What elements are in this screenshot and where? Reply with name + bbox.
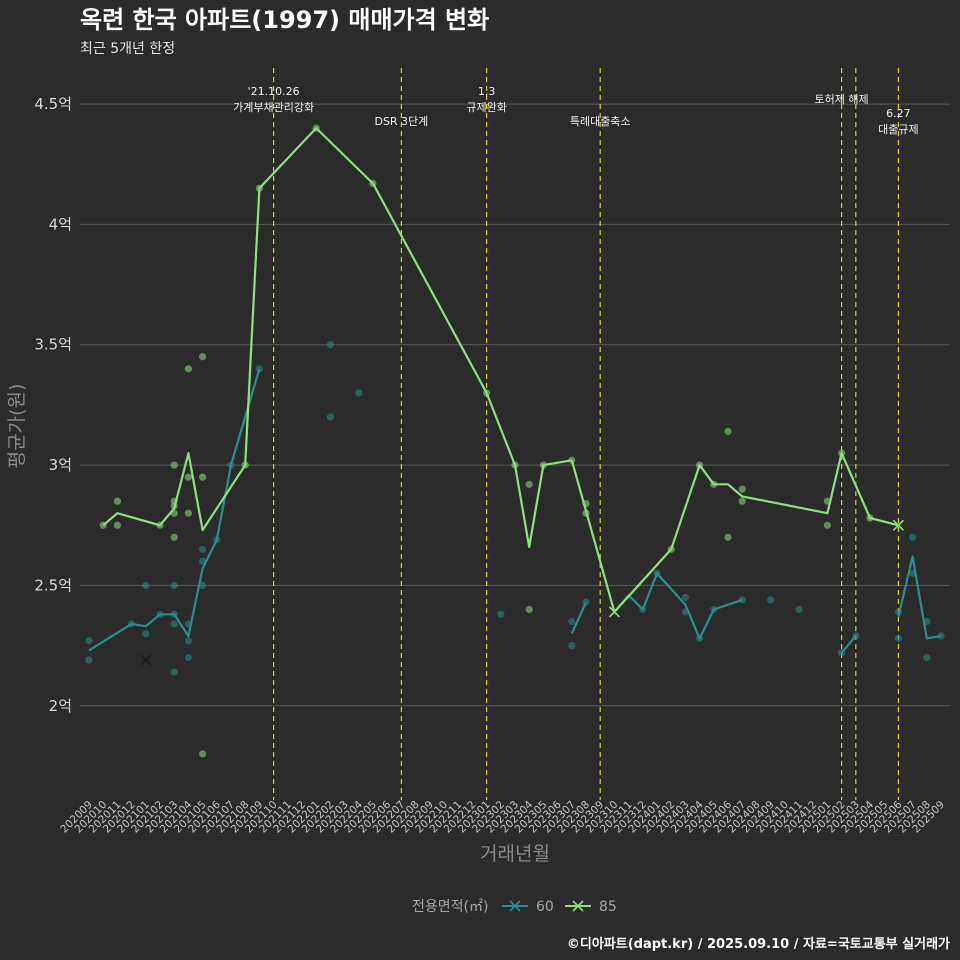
data-point	[113, 497, 121, 505]
data-point	[767, 596, 775, 604]
data-point	[568, 641, 576, 650]
chart-title: 옥련 한국 아파트(1997) 매매가격 변화	[80, 6, 489, 34]
data-point	[184, 365, 192, 373]
data-point	[525, 605, 533, 614]
data-point	[85, 637, 93, 645]
policy-annotation: '21.10.26	[248, 85, 300, 98]
data-point	[184, 637, 192, 645]
legend: 전용면적(㎡) 60 85	[412, 899, 617, 915]
y-tick-label: 3억	[49, 456, 72, 474]
data-point	[184, 654, 192, 662]
data-point	[142, 581, 150, 590]
data-point	[738, 497, 746, 505]
y-tick-label: 2.5억	[34, 576, 72, 594]
data-point	[681, 593, 690, 602]
policy-annotation: 가계부채관리강화	[233, 101, 314, 114]
policy-lines	[273, 68, 900, 800]
y-tick-label: 2억	[49, 697, 72, 715]
data-point	[823, 521, 832, 529]
data-point	[170, 620, 178, 628]
series-60	[85, 341, 945, 676]
data-point	[795, 605, 803, 614]
data-point	[85, 656, 93, 664]
data-point	[184, 473, 192, 481]
data-point	[184, 509, 192, 517]
policy-annotation: 토허제 해제	[815, 92, 869, 106]
data-point	[326, 341, 334, 349]
data-point	[497, 610, 505, 618]
data-point	[355, 389, 363, 397]
series-layer	[85, 124, 945, 758]
data-point	[894, 634, 903, 642]
y-tick-labels: 2억 2.5억 3억 3.5억 4억 4.5억	[34, 95, 72, 715]
data-point	[199, 473, 207, 481]
data-point	[568, 617, 576, 626]
x-marker	[608, 606, 620, 618]
data-point	[170, 533, 178, 541]
y-tick-label: 4억	[49, 215, 72, 233]
x-tick-labels: 2020092020102020112020122021012021022021…	[58, 798, 947, 835]
data-point	[525, 480, 533, 488]
x-axis-title: 거래년월	[480, 843, 550, 865]
legend-title: 전용면적(㎡)	[412, 899, 488, 915]
data-point	[738, 485, 746, 493]
data-point	[724, 533, 732, 541]
data-point	[170, 581, 178, 590]
y-tick-label: 4.5억	[34, 95, 72, 113]
data-point	[909, 533, 917, 541]
legend-marker-85	[572, 900, 584, 912]
series-85	[99, 124, 904, 758]
series-line	[613, 572, 743, 640]
data-point	[937, 632, 945, 640]
data-point	[326, 413, 334, 421]
policy-annotation: 규제완화	[466, 101, 506, 114]
series-line	[897, 555, 942, 640]
data-point	[199, 581, 207, 590]
legend-marker-60	[509, 900, 521, 912]
data-point	[142, 629, 150, 638]
y-tick-label: 3.5억	[34, 336, 72, 354]
chart-subtitle: 최근 5개년 한정	[80, 41, 175, 57]
policy-annotation: 1.3	[478, 85, 496, 98]
data-point	[170, 668, 178, 676]
y-axis-title: 평균가(원)	[6, 384, 28, 469]
legend-label-60: 60	[536, 899, 554, 915]
policy-annotation: 특례대출축소	[570, 115, 631, 128]
x-marker	[892, 519, 904, 531]
policy-annotation: 대출규제	[878, 123, 918, 136]
series-line	[102, 127, 899, 613]
policy-annotation: DSR 3단계	[374, 115, 428, 128]
series-line	[570, 601, 588, 635]
data-point	[724, 427, 732, 435]
data-point	[923, 654, 931, 662]
data-point	[170, 461, 178, 469]
data-point	[199, 545, 207, 553]
x-marker	[140, 654, 152, 666]
legend-label-85: 85	[599, 899, 617, 915]
policy-annotation: 6.27	[886, 107, 911, 120]
data-point	[113, 521, 121, 529]
data-point	[199, 353, 207, 361]
series-line	[88, 368, 261, 652]
chart-caption: ©디아파트(dapt.kr) / 2025.09.10 / 자료=국토교통부 실…	[567, 936, 950, 952]
data-point	[199, 750, 207, 758]
series-line	[840, 635, 857, 654]
